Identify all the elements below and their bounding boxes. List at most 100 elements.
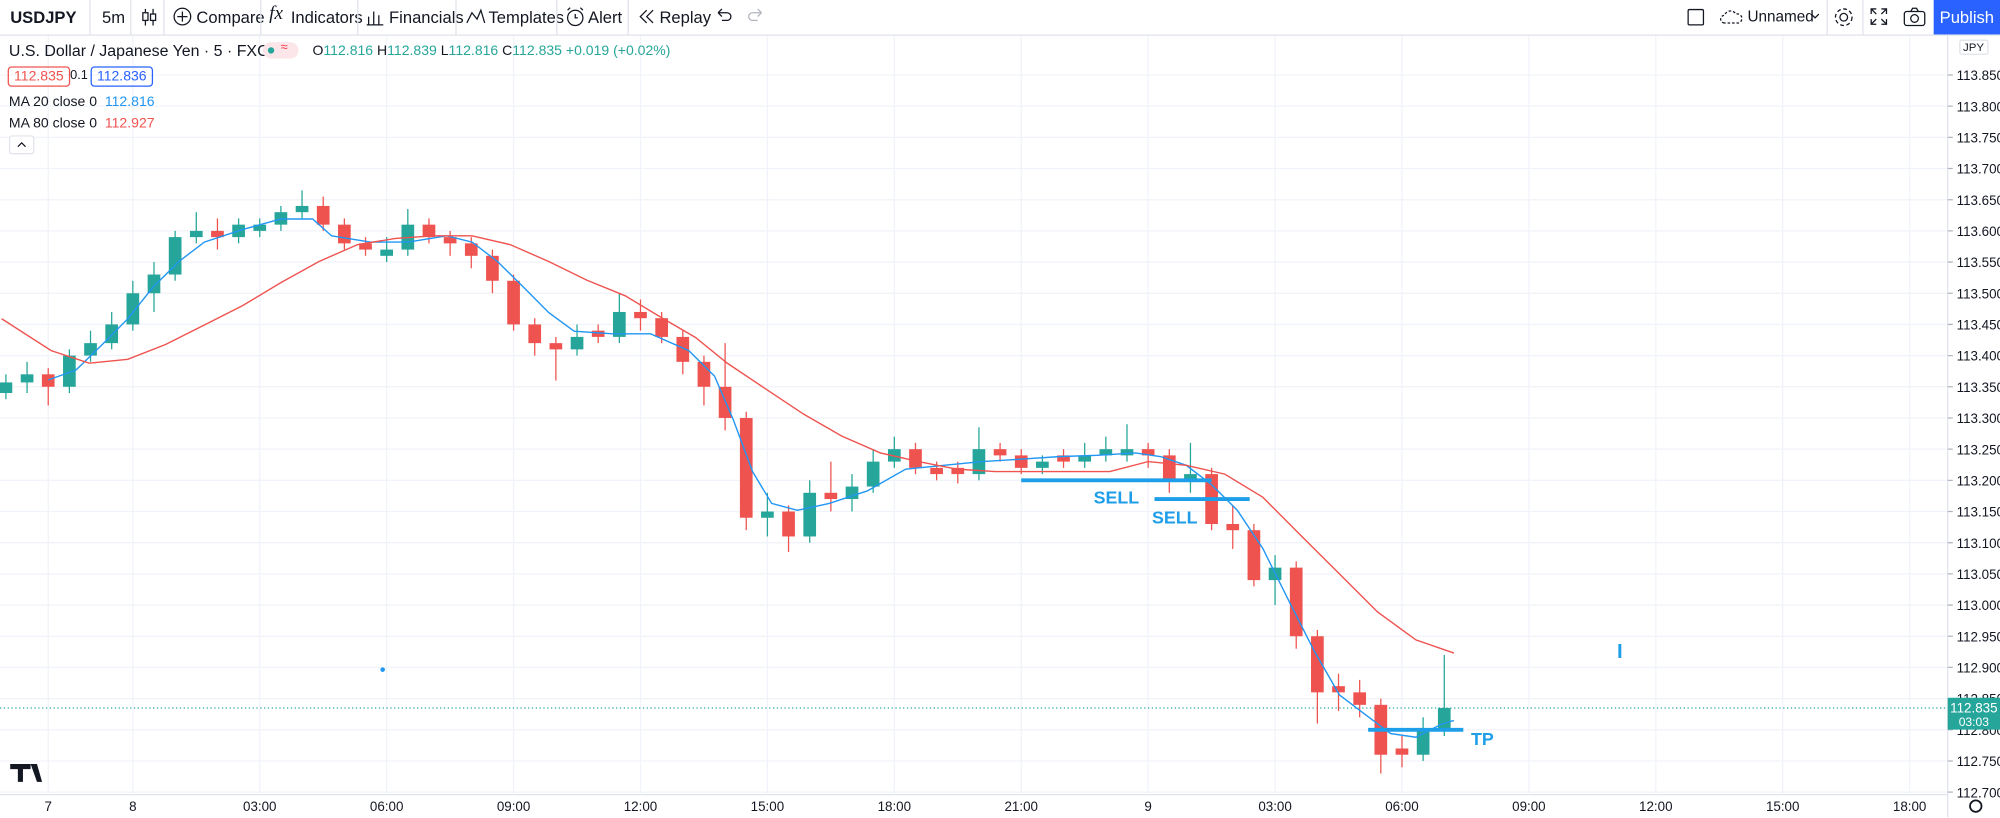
- candle-body: [824, 492, 838, 500]
- y-tick-label: 113.550: [1957, 255, 2000, 270]
- candle-body: [443, 237, 457, 244]
- moving-average-line: [47, 218, 1455, 738]
- drawing-label: SELL: [1152, 507, 1198, 527]
- y-tick-label: 113.800: [1957, 99, 2000, 114]
- ohlc-key: H: [377, 43, 388, 59]
- layout-name[interactable]: Unnamed: [1747, 7, 1814, 26]
- candle-body: [316, 205, 330, 225]
- separator: [163, 0, 165, 35]
- symbol-title: U.S. Dollar / Japanese Yen · 5 · FXCM: [8, 42, 282, 60]
- x-tick-label: 12:00: [1639, 799, 1672, 814]
- indicators-button[interactable]: Indicators: [290, 7, 363, 27]
- x-tick-label: 21:00: [1004, 799, 1037, 814]
- separator: [260, 0, 262, 35]
- chart-type-icon[interactable]: [140, 6, 158, 28]
- y-tick-label: 113.450: [1957, 318, 2000, 333]
- publish-button[interactable]: Publish: [1933, 0, 2000, 35]
- financials-icon[interactable]: [366, 8, 384, 26]
- replay-icon[interactable]: [638, 9, 656, 24]
- ohlc-key: C: [502, 43, 513, 59]
- candle-body: [634, 311, 647, 319]
- indicator-value: 112.927: [104, 116, 155, 132]
- drawing-text: I: [1617, 641, 1623, 663]
- alert-icon[interactable]: [565, 6, 585, 27]
- alert-button[interactable]: Alert: [588, 7, 623, 27]
- collapse-legend[interactable]: [8, 135, 35, 155]
- settings-icon[interactable]: [1833, 6, 1855, 28]
- chevron[interactable]: [1810, 13, 1820, 21]
- tv-logo: [10, 764, 43, 782]
- compare-icon[interactable]: [172, 6, 192, 26]
- separator: [627, 0, 629, 35]
- candle-body: [1078, 455, 1092, 462]
- candle-body: [41, 374, 55, 387]
- ohlc-values: O112.816 H112.839 L112.816 C112.835 +0.0…: [312, 42, 670, 60]
- candle-body: [359, 243, 372, 250]
- select-layout-icon[interactable]: [1686, 8, 1706, 28]
- axes: 112.700112.750112.800112.850112.900112.9…: [45, 68, 2000, 814]
- x-tick-label: 03:00: [243, 799, 276, 814]
- x-tick-label: 03:00: [1258, 799, 1291, 814]
- candle-body: [1247, 530, 1261, 581]
- y-tick-label: 113.350: [1957, 380, 2000, 395]
- indicator-name: MA 80 close 0: [8, 116, 98, 132]
- fullscreen-icon[interactable]: [1870, 8, 1888, 26]
- candle-body: [1014, 455, 1028, 468]
- candle-body: [570, 336, 584, 350]
- candle-body: [422, 224, 436, 238]
- candle-body: [739, 417, 753, 518]
- x-tick-label: 18:00: [878, 799, 911, 814]
- toolbar: USDJPY 5m Compare fx Indicators Financia…: [0, 0, 2000, 36]
- change: +0.019 (+0.02%): [565, 43, 671, 59]
- y-tick-label: 112.700: [1957, 785, 2000, 800]
- candle-body: [887, 449, 901, 462]
- x-tick-label: 06:00: [1385, 799, 1418, 814]
- plot: SELL SELL TP I: [0, 190, 1948, 774]
- snapshot-icon[interactable]: [1903, 6, 1926, 27]
- candle-body: [591, 330, 605, 337]
- candle-body: [338, 224, 351, 244]
- separator: [556, 0, 558, 35]
- separator: [89, 0, 91, 35]
- symbol[interactable]: USDJPY: [10, 7, 77, 27]
- y-tick-label: 113.100: [1957, 536, 2000, 551]
- candle-body: [845, 486, 859, 500]
- candle-body: [1353, 692, 1367, 705]
- candle-body: [507, 280, 520, 325]
- candle-body: [168, 237, 182, 275]
- indicator-legend: MA 20 close 0 112.816: [9, 93, 155, 111]
- separator: [130, 0, 132, 35]
- x-tick-label: 15:00: [751, 799, 784, 814]
- y-tick-label: 113.150: [1957, 505, 2000, 520]
- financials-button[interactable]: Financials: [389, 7, 464, 27]
- candle-body: [655, 318, 668, 337]
- ohlc-value: 112.835: [512, 43, 562, 59]
- y-tick-label: 113.250: [1957, 442, 2000, 457]
- settings-icon[interactable]: [1969, 799, 1983, 813]
- ohlc-value: 112.816: [323, 43, 374, 59]
- buy-price[interactable]: 112.836: [90, 66, 154, 87]
- currency[interactable]: JPY: [1959, 39, 1988, 55]
- x-tick-label: 18:00: [1893, 799, 1926, 814]
- interval[interactable]: 5m: [102, 7, 126, 27]
- compare-button[interactable]: Compare: [196, 7, 265, 27]
- candle-body: [0, 382, 13, 394]
- candle-body: [866, 461, 880, 487]
- candle-body: [211, 230, 224, 238]
- indicators-icon[interactable]: fx: [269, 3, 283, 25]
- replay-button[interactable]: Replay: [659, 7, 712, 27]
- spread: 0.1: [70, 68, 88, 83]
- ohlc-key: O: [312, 43, 324, 59]
- templates-icon[interactable]: [466, 6, 486, 25]
- candle-body: [1141, 449, 1155, 456]
- candle-body: [189, 230, 203, 238]
- candle-body: [63, 355, 76, 387]
- undo-redo[interactable]: [714, 8, 765, 26]
- countdown-label: 03:03: [1959, 715, 1990, 729]
- y-tick-label: 113.200: [1957, 473, 2000, 488]
- sell-price[interactable]: 112.835: [7, 66, 71, 87]
- templates-button[interactable]: Templates: [488, 7, 565, 27]
